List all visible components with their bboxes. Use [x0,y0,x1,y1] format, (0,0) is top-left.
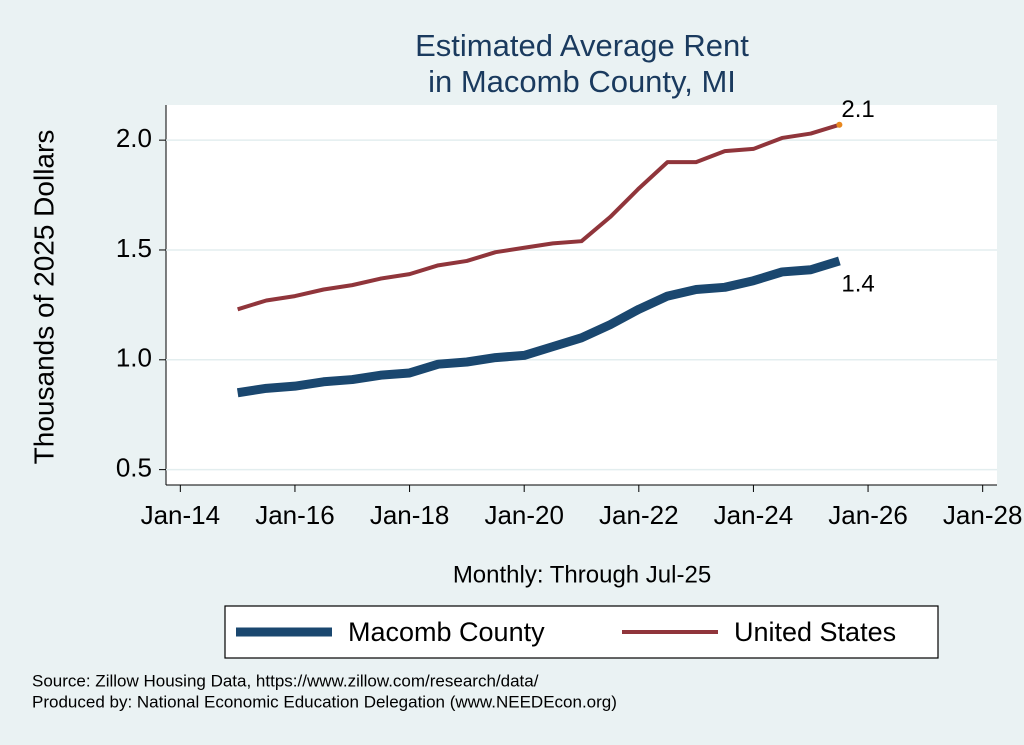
x-axis-label: Monthly: Through Jul-25 [453,561,711,588]
x-tick-label: Jan-26 [828,500,908,530]
chart-title: Estimated Average Rent [415,28,749,63]
legend [224,605,939,659]
chart-title: in Macomb County, MI [428,64,736,99]
legend-label: United States [734,617,896,647]
end-label: 1.4 [841,270,874,297]
x-tick-label: Jan-18 [370,500,450,530]
legend-label: Macomb County [348,617,545,647]
line-series [237,122,840,312]
x-tick-label: Jan-16 [255,500,335,530]
x-tick-label: Jan-20 [484,500,564,530]
x-tick-label: Jan-24 [714,500,794,530]
end-label: 2.1 [841,96,874,123]
line-series [236,256,841,398]
y-tick-label: 1.5 [116,233,152,263]
y-axis-label: Thousands of 2025 Dollars [28,130,59,465]
source-note: Source: Zillow Housing Data, https://www… [32,671,539,690]
x-tick-label: Jan-22 [599,500,679,530]
y-tick-label: 1.0 [116,343,152,373]
x-tick-label: Jan-28 [943,500,1023,530]
y-tick-label: 2.0 [116,123,152,153]
y-tick-label: 0.5 [116,452,152,482]
source-note: Produced by: National Economic Education… [32,692,617,711]
end-marker [836,121,843,128]
x-tick-label: Jan-14 [141,500,221,530]
